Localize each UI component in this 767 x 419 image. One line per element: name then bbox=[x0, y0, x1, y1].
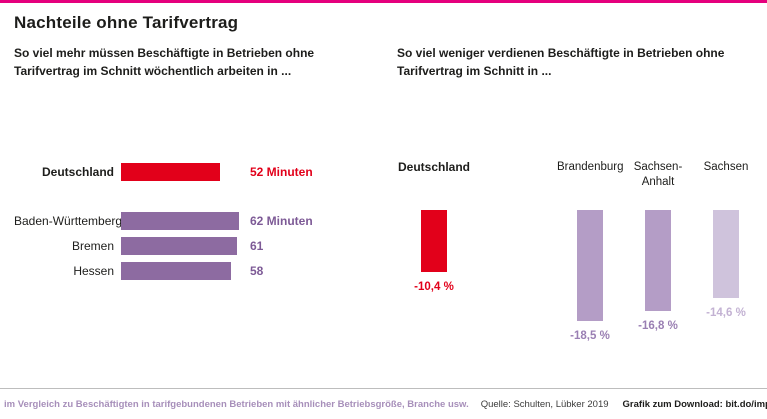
category-label: Hessen bbox=[73, 264, 114, 278]
bar-track bbox=[121, 163, 243, 181]
page-title: Nachteile ohne Tarifvertrag bbox=[14, 13, 239, 32]
bar bbox=[577, 210, 603, 321]
category-label: Baden-Württemberg bbox=[14, 214, 123, 228]
footnote: im Vergleich zu Beschäftigten in tarifge… bbox=[4, 398, 469, 410]
value-label: -10,4 % bbox=[414, 281, 454, 293]
brand-topline bbox=[0, 0, 767, 3]
value-label: 62 Minuten bbox=[250, 214, 313, 228]
bar bbox=[121, 163, 220, 181]
bar-track bbox=[121, 212, 243, 230]
category-label: Sachsen bbox=[703, 161, 749, 173]
bar-row: Deutschland 52 Minuten bbox=[14, 163, 313, 181]
value-label: -18,5 % bbox=[570, 330, 610, 342]
bar-track bbox=[121, 237, 243, 255]
bar bbox=[121, 212, 239, 230]
bar bbox=[645, 210, 671, 311]
category-label: Sachsen-Anhalt bbox=[633, 161, 683, 188]
charts-area: Deutschland 52 Minuten Baden-Württemberg 62… bbox=[0, 160, 767, 382]
footer: im Vergleich zu Beschäftigten in tarifge… bbox=[4, 393, 767, 415]
bar-column: Brandenburg -18,5 % bbox=[557, 160, 624, 342]
bar bbox=[421, 210, 447, 272]
value-label: -16,8 % bbox=[638, 320, 678, 332]
bar-column: Sachsen-Anhalt -16,8 % bbox=[625, 160, 691, 332]
bar bbox=[121, 262, 231, 280]
value-label: 52 Minuten bbox=[250, 165, 313, 179]
value-label: 58 bbox=[250, 264, 264, 278]
source-credit: Quelle: Schulten, Lübker 2019 bbox=[480, 398, 609, 410]
left-chart-subtitle: So viel mehr müssen Beschäftigte in Betr… bbox=[14, 46, 315, 78]
category-label: Bremen bbox=[71, 239, 114, 253]
category-label: Deutschland bbox=[41, 165, 114, 179]
download-link[interactable]: Grafik zum Download: bit.do/impuls1645 bbox=[622, 398, 767, 410]
bar-column: Sachsen -14,6 % bbox=[693, 160, 759, 319]
category-label: Deutschland bbox=[397, 160, 470, 174]
right-chart-subtitle: So viel weniger verdienen Beschäftigte i… bbox=[397, 46, 725, 78]
bar bbox=[713, 210, 739, 298]
bar-row: Hessen 58 bbox=[14, 262, 313, 280]
chart-weekly-working-time: Deutschland 52 Minuten Baden-Württemberg 62… bbox=[14, 163, 313, 287]
chart-earnings-gap: Deutschland -10,4 % Brandenburg -18,5 % Sach… bbox=[397, 160, 761, 342]
value-label: 61 bbox=[250, 239, 264, 253]
category-label: Brandenburg bbox=[557, 161, 624, 173]
bar-column: Deutschland -10,4 % bbox=[397, 160, 471, 293]
value-label: -14,6 % bbox=[706, 307, 746, 319]
footer-divider bbox=[0, 388, 767, 389]
bar-track bbox=[121, 262, 243, 280]
bar-row: Baden-Württemberg 62 Minuten bbox=[14, 212, 313, 230]
bar bbox=[121, 237, 237, 255]
bar-row: Bremen 61 bbox=[14, 237, 313, 255]
